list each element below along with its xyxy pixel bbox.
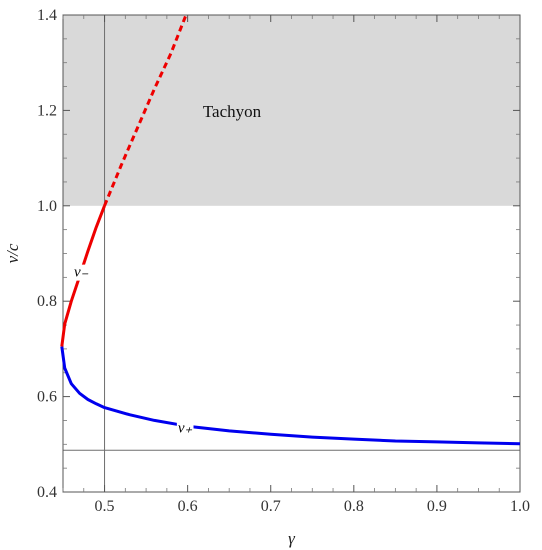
plot-area: 0.5 0.6 0.7 0.8 0.9 1.0 0.4 0.6 0.8 1.0 1.2 1.4 — [37, 7, 530, 515]
tachyon-region — [63, 15, 520, 206]
x-tick-label: 0.8 — [344, 498, 364, 515]
tachyon-region-label: Tachyon — [203, 102, 262, 121]
curve-label-background — [72, 264, 90, 281]
v-plus-curve — [60, 346, 521, 446]
y-axis-label: v/c — [3, 243, 22, 263]
chart-text-layer: γ v/c Tachyon v₋ v₊ — [3, 102, 296, 548]
x-tick-label: 0.9 — [427, 498, 447, 515]
y-tick-label: 1.4 — [37, 7, 57, 24]
x-axis-label: γ — [288, 529, 296, 548]
v-plus-curve-label: v₊ — [178, 421, 193, 437]
y-tick-label: 0.4 — [37, 484, 57, 501]
y-tick-label: 1.0 — [37, 198, 57, 215]
v-minus-curve-label: v₋ — [74, 265, 89, 281]
y-tick-label: 0.6 — [37, 389, 57, 406]
v-minus-tachyon-curve — [103, 14, 188, 207]
y-tick-label: 1.2 — [37, 102, 57, 119]
x-tick-label: 0.7 — [261, 498, 281, 515]
x-tick-label: 1.0 — [510, 498, 530, 515]
curve-label-background — [176, 420, 194, 437]
y-tick-label: 0.8 — [37, 293, 57, 310]
x-tick-label: 0.6 — [178, 498, 198, 515]
x-tick-label: 0.5 — [95, 498, 115, 515]
